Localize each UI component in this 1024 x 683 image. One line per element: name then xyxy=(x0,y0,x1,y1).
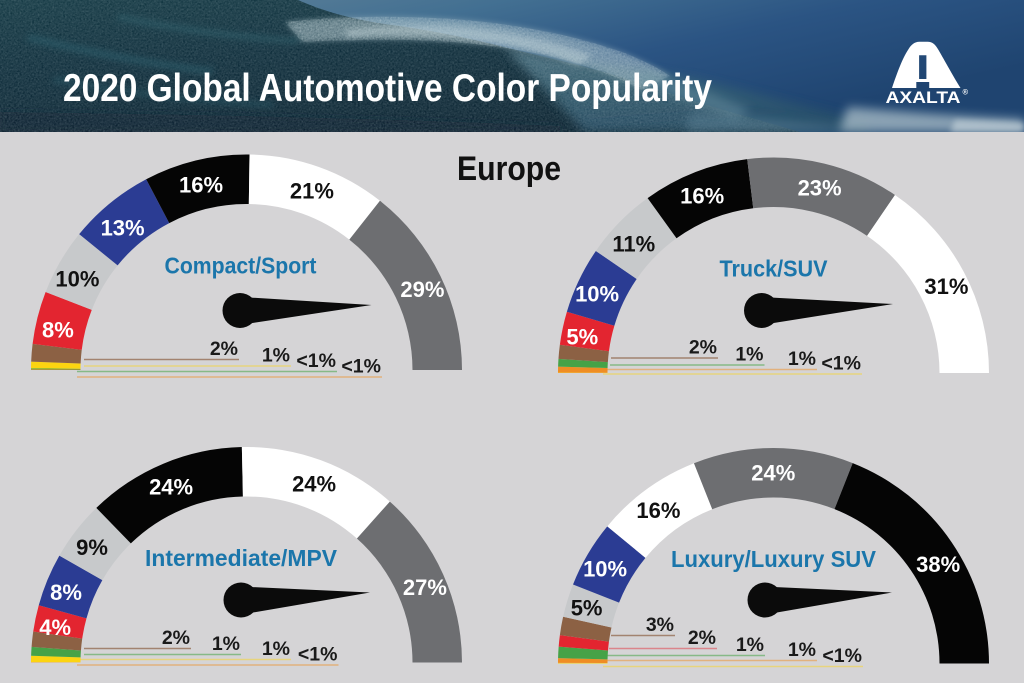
svg-text:5%: 5% xyxy=(566,325,598,350)
svg-text:16%: 16% xyxy=(179,172,223,197)
svg-text:Truck/SUV: Truck/SUV xyxy=(720,256,829,282)
svg-text:1%: 1% xyxy=(788,639,816,661)
svg-text:24%: 24% xyxy=(149,475,193,500)
svg-text:8%: 8% xyxy=(50,580,82,605)
svg-text:38%: 38% xyxy=(916,552,960,577)
svg-text:24%: 24% xyxy=(292,472,336,497)
svg-text:29%: 29% xyxy=(400,277,444,302)
svg-text:16%: 16% xyxy=(680,184,724,209)
svg-text:Luxury/Luxury SUV: Luxury/Luxury SUV xyxy=(671,546,877,572)
svg-text:AXALTA: AXALTA xyxy=(886,89,961,107)
svg-text:Europe: Europe xyxy=(457,150,561,188)
svg-text:8%: 8% xyxy=(42,317,74,342)
svg-text:2%: 2% xyxy=(210,338,238,360)
svg-text:2%: 2% xyxy=(162,627,190,649)
svg-text:9%: 9% xyxy=(76,535,108,560)
svg-text:23%: 23% xyxy=(798,176,842,201)
svg-text:4%: 4% xyxy=(39,615,71,640)
svg-text:1%: 1% xyxy=(212,633,240,655)
svg-text:Compact/Sport: Compact/Sport xyxy=(165,253,317,279)
svg-text:10%: 10% xyxy=(55,266,99,291)
svg-text:<1%: <1% xyxy=(341,356,381,378)
svg-text:Intermediate/MPV: Intermediate/MPV xyxy=(145,545,338,571)
svg-text:2%: 2% xyxy=(689,337,717,359)
svg-text:<1%: <1% xyxy=(822,645,862,667)
svg-text:1%: 1% xyxy=(735,344,763,366)
svg-text:16%: 16% xyxy=(636,498,680,523)
svg-text:13%: 13% xyxy=(101,215,145,240)
svg-text:1%: 1% xyxy=(262,345,290,367)
svg-text:3%: 3% xyxy=(646,614,674,636)
svg-text:<1%: <1% xyxy=(296,350,336,372)
svg-text:11%: 11% xyxy=(612,231,655,256)
svg-text:<1%: <1% xyxy=(821,353,861,375)
svg-text:27%: 27% xyxy=(403,575,447,600)
svg-text:5%: 5% xyxy=(571,595,603,620)
svg-text:2%: 2% xyxy=(688,627,716,649)
svg-text:1%: 1% xyxy=(788,348,816,370)
svg-text:21%: 21% xyxy=(290,178,334,203)
svg-text:10%: 10% xyxy=(583,557,627,582)
svg-text:®: ® xyxy=(963,88,969,97)
svg-text:31%: 31% xyxy=(924,274,968,299)
svg-text:2020 Global Automotive Color P: 2020 Global Automotive Color Popularity xyxy=(63,67,712,110)
svg-text:1%: 1% xyxy=(262,638,290,660)
svg-text:24%: 24% xyxy=(751,461,795,486)
svg-text:1%: 1% xyxy=(736,634,764,656)
svg-text:10%: 10% xyxy=(575,281,619,306)
svg-text:<1%: <1% xyxy=(298,644,338,666)
